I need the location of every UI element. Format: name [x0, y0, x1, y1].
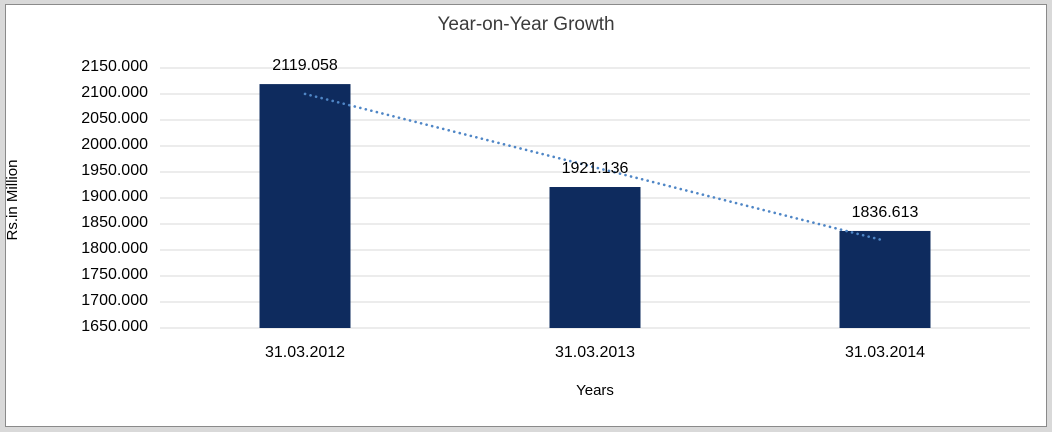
y-axis-tick-label: 1950.000 [81, 162, 148, 179]
y-axis-tick-label: 2150.000 [81, 58, 148, 75]
y-axis-tick-label: 2050.000 [81, 110, 148, 127]
x-axis-tick-label: 31.03.2012 [264, 344, 346, 361]
y-axis-tick-label: 2000.000 [81, 136, 148, 153]
bar-value-label: 1921.136 [561, 160, 629, 177]
y-axis-tick-label: 1650.000 [81, 318, 148, 335]
y-axis-tick-label: 1900.000 [81, 188, 148, 205]
bar-31.03.2012 [259, 84, 351, 328]
bar-31.03.2014 [839, 230, 931, 328]
y-axis-tick-label: 1800.000 [81, 240, 148, 257]
chart-title: Year-on-Year Growth [437, 14, 615, 35]
y-axis-tick-label: 1850.000 [81, 214, 148, 231]
y-axis-tick-label: 2100.000 [81, 84, 148, 101]
bar-31.03.2013 [549, 187, 641, 328]
x-axis-title: Years [576, 382, 614, 399]
y-axis-tick-label: 1700.000 [81, 292, 148, 309]
x-axis-tick-label: 31.03.2014 [844, 344, 926, 361]
y-axis-tick-label: 1750.000 [81, 266, 148, 283]
x-axis-tick-label: 31.03.2013 [554, 344, 636, 361]
bar-value-label: 2119.058 [272, 57, 338, 75]
bar-value-label: 1836.613 [851, 203, 919, 221]
chart-frame [5, 4, 1047, 427]
